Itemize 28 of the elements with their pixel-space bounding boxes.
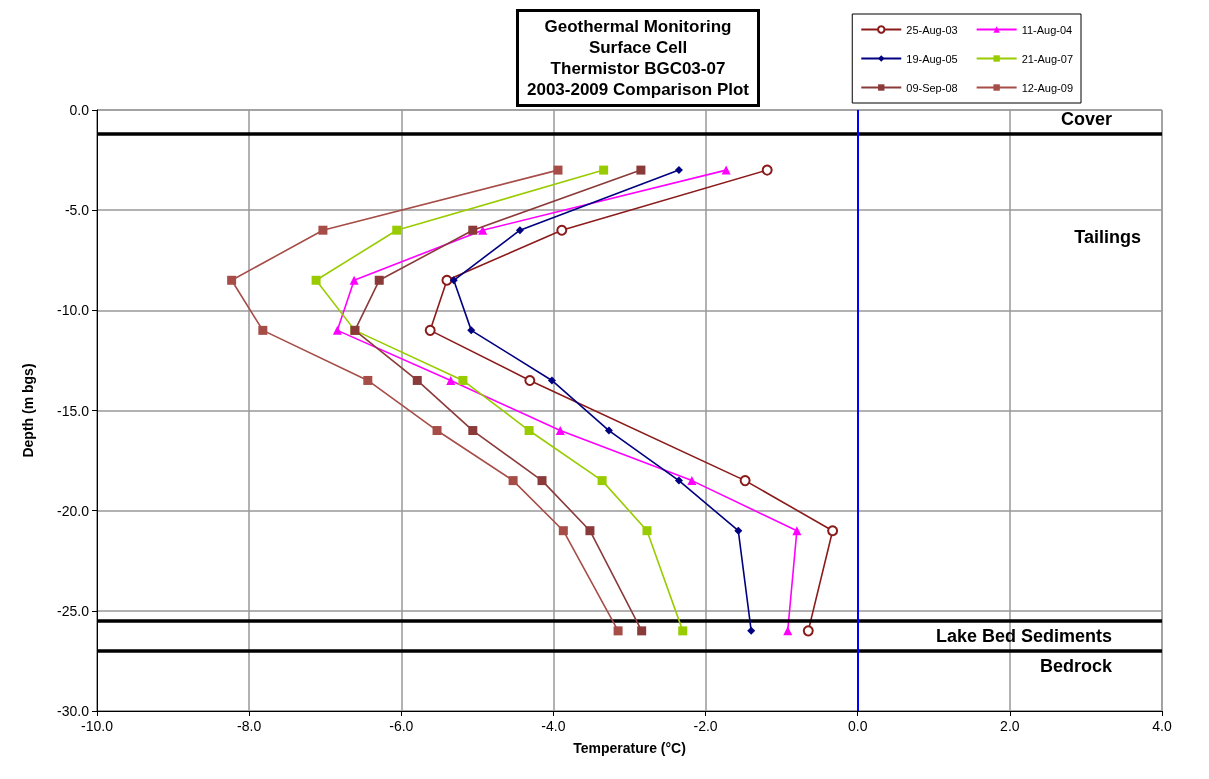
y-axis-title: Depth (m bgs) <box>20 363 36 458</box>
y-tick-label: -25.0 <box>57 602 90 619</box>
y-tick-label: -5.0 <box>64 202 90 219</box>
y-tick-label: -15.0 <box>57 402 90 419</box>
chart-title: Geothermal Monitoring Surface Cell Thermistor BGC03-07 2003-2009 Comparison Plot <box>526 17 750 99</box>
y-tick-label: 0.0 <box>69 102 90 118</box>
legend-label: 25-Aug-03 <box>906 23 958 36</box>
x-tick-label: 0.0 <box>847 718 868 734</box>
x-axis-title: Temperature (°C) <box>573 740 686 756</box>
x-tick-label: 4.0 <box>1152 718 1172 734</box>
ref-line-label: Bedrock <box>1039 655 1113 676</box>
legend-label: 19-Aug-05 <box>906 52 958 65</box>
x-tick-label: -4.0 <box>541 718 566 734</box>
legend-label: 09-Sep-08 <box>906 81 958 94</box>
annotation: Tailings <box>1074 227 1142 247</box>
legend-label: 11-Aug-04 <box>1021 23 1073 36</box>
ref-line-label: Lake Bed Sediments <box>935 625 1112 646</box>
ref-line-label: Cover <box>1060 109 1112 130</box>
legend-label: 21-Aug-07 <box>1021 52 1074 65</box>
x-tick-label: -8.0 <box>237 718 262 734</box>
x-tick-label: -2.0 <box>693 718 718 734</box>
y-tick-label: -10.0 <box>57 302 90 319</box>
x-tick-label: -6.0 <box>389 718 414 734</box>
x-tick-label: -10.0 <box>81 718 114 734</box>
y-tick-label: -20.0 <box>57 502 90 519</box>
x-tick-label: 2.0 <box>1000 718 1020 734</box>
y-tick-label: -30.0 <box>57 703 90 719</box>
legend-label: 12-Aug-09 <box>1021 81 1074 94</box>
